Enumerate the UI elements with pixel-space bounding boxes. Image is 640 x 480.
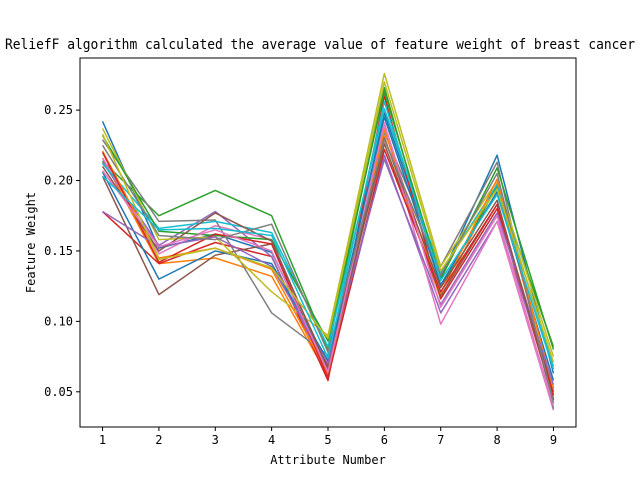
x-tick-label: 9 xyxy=(550,433,557,447)
series-line-4 xyxy=(102,95,555,400)
x-tick-label: 5 xyxy=(324,433,331,447)
y-axis-ticks: 0.05 0.10 0.15 0.20 0.25 xyxy=(44,103,80,399)
x-axis-label: Attribute Number xyxy=(270,453,386,467)
series-line-9 xyxy=(101,72,555,357)
plot-frame xyxy=(79,57,577,428)
plot-lines xyxy=(101,72,555,411)
series-line-18 xyxy=(101,138,555,404)
y-tick-label: 0.20 xyxy=(44,174,73,188)
chart-title: ReliefF algorithm calculated the average… xyxy=(5,37,635,53)
x-tick-label: 8 xyxy=(493,433,500,447)
series-line-17 xyxy=(101,122,555,407)
x-tick-label: 6 xyxy=(381,433,388,447)
y-axis-label: Feature Weight xyxy=(24,192,38,293)
y-tick-label: 0.25 xyxy=(44,103,73,117)
x-tick-label: 7 xyxy=(437,433,444,447)
series-line-10 xyxy=(101,107,555,367)
series-line-13 xyxy=(101,91,555,350)
series-line-19 xyxy=(101,81,555,363)
x-axis-ticks: 1 2 3 4 5 6 7 8 9 xyxy=(99,427,557,447)
y-tick-label: 0.10 xyxy=(44,314,73,328)
series-line-20 xyxy=(102,100,555,370)
y-tick-label: 0.15 xyxy=(44,244,73,258)
y-tick-label: 0.05 xyxy=(44,385,73,399)
x-tick-label: 3 xyxy=(212,433,219,447)
x-tick-label: 2 xyxy=(155,433,162,447)
x-tick-label: 4 xyxy=(268,433,275,447)
x-tick-label: 1 xyxy=(99,433,106,447)
series-line-15 xyxy=(102,158,555,385)
series-line-14 xyxy=(101,148,555,395)
